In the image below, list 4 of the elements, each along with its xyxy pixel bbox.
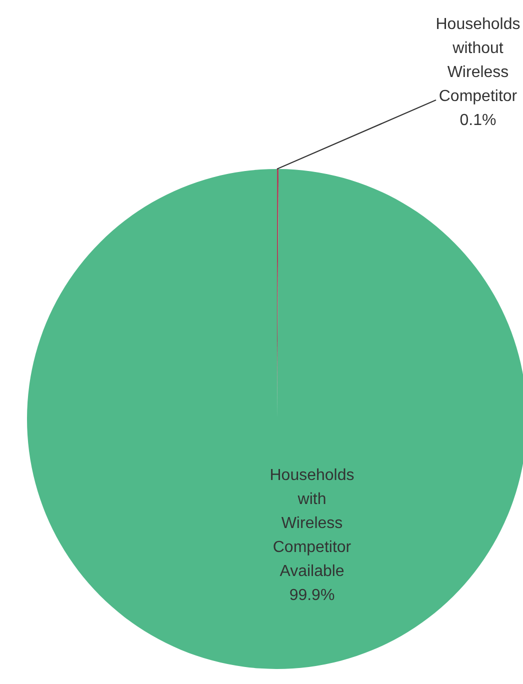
data-label: 99.9%: [289, 587, 335, 604]
slice-label: Households without Wireless Competitor: [436, 16, 520, 105]
data-label: 0.1%: [460, 112, 496, 129]
slice-label: Households with Wireless Competitor Available: [270, 467, 354, 580]
